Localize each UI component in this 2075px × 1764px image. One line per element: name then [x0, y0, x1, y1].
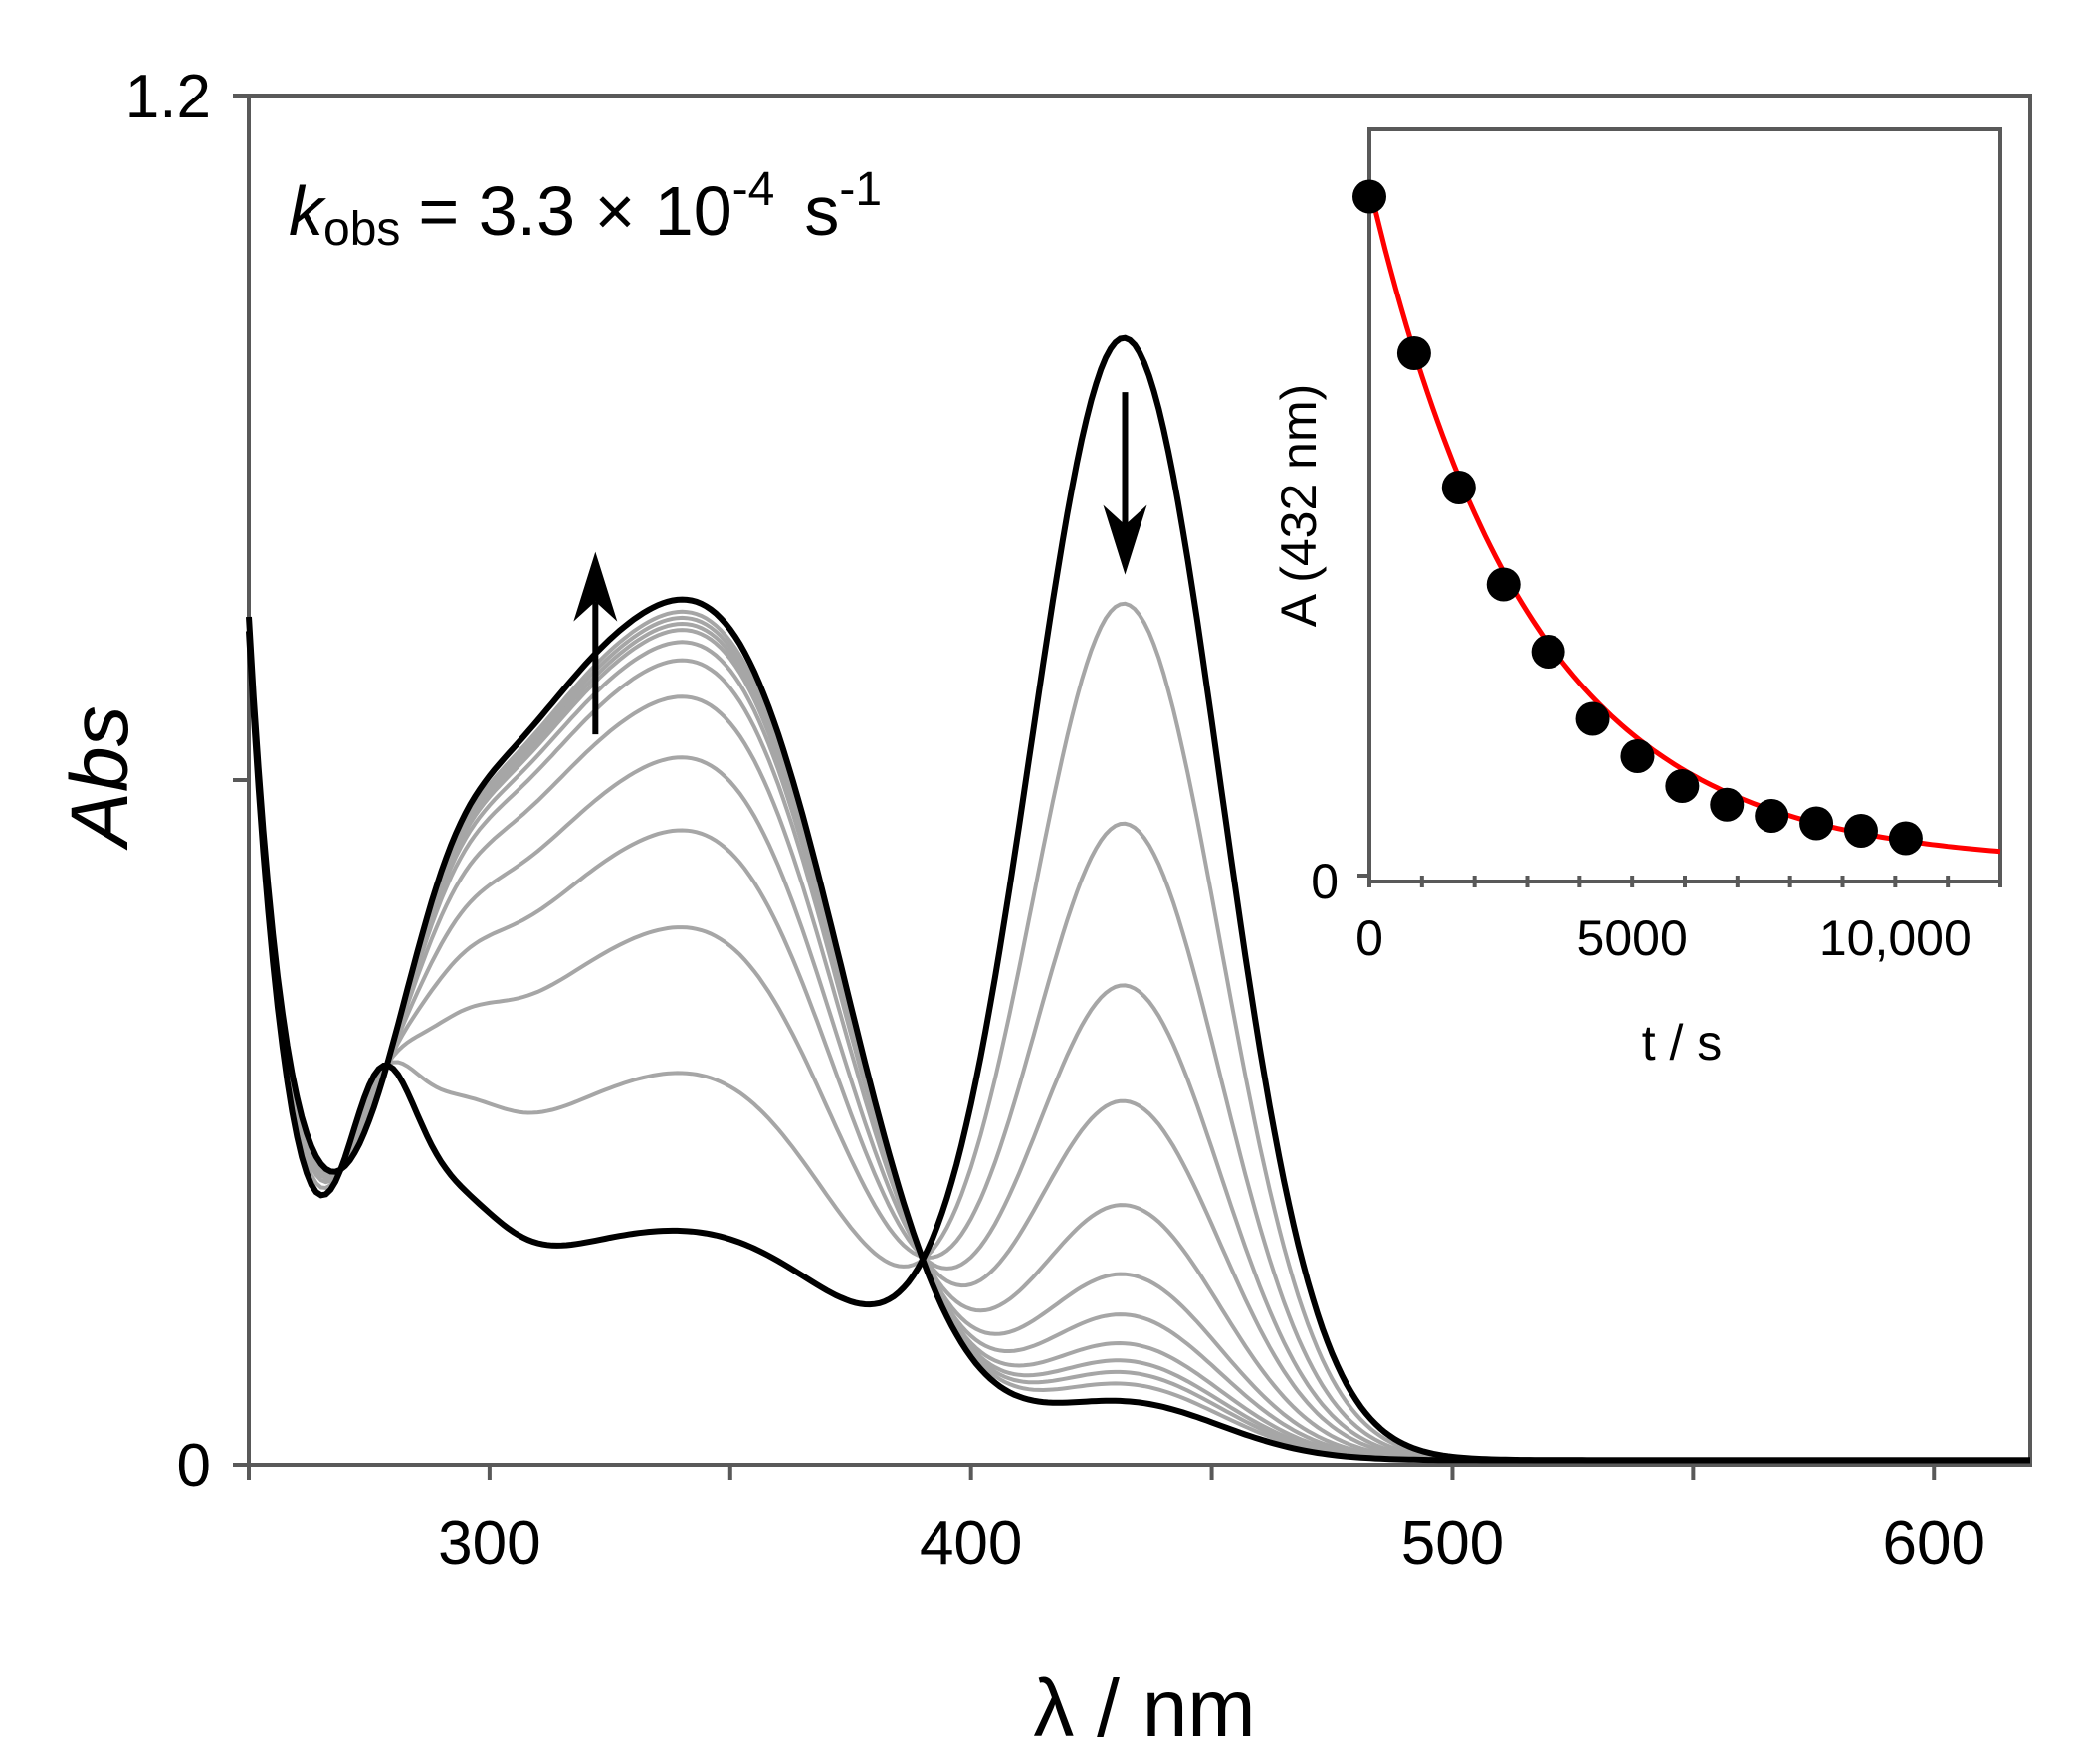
x-tick-label-300: 300 — [438, 1509, 540, 1578]
x-tick-label-400: 400 — [920, 1509, 1022, 1578]
main-x-ticks: 300 400 500 600 — [247, 1465, 1985, 1578]
inset-y-tick-label-0: 0 — [1311, 854, 1339, 909]
inset-plot: 0 5000 10,000 0 t / s A (432 nm) — [1271, 127, 2002, 1071]
k-value: = 3.3 × 10 — [418, 172, 731, 250]
k-exponent: -4 — [732, 163, 775, 216]
inset-point — [1575, 701, 1610, 736]
inset-point — [1755, 799, 1789, 833]
x-tick-label-500: 500 — [1401, 1509, 1504, 1578]
inset-point — [1531, 635, 1565, 669]
inset-x-tick-label-0: 0 — [1355, 910, 1383, 966]
x-axis-title: λ / nm — [1033, 1664, 1255, 1754]
inset-point — [1486, 567, 1521, 602]
inset-point — [1843, 814, 1878, 848]
main-plot: 300 400 500 600 0 1.2 λ / nm Abs kobs = 3.3 … — [55, 63, 2032, 1754]
inset-plot-frame — [1367, 127, 2002, 883]
k-unit-exponent: -1 — [839, 163, 882, 216]
inset-x-tick-label-5000: 5000 — [1577, 910, 1688, 966]
inset-point — [1888, 821, 1923, 856]
k-unit: s — [804, 172, 839, 250]
inset-point — [1441, 471, 1476, 504]
inset-point — [1620, 739, 1655, 773]
inset-point — [1352, 179, 1386, 214]
y-tick-label-1.2: 1.2 — [125, 63, 211, 131]
inset-point — [1710, 787, 1745, 822]
inset-x-axis-title: t / s — [1642, 1015, 1723, 1071]
inset-point — [1396, 336, 1431, 370]
arrow-down — [1103, 392, 1147, 575]
arrow-up — [573, 551, 618, 735]
inset-point — [1665, 769, 1700, 803]
x-tick-label-600: 600 — [1883, 1509, 1985, 1578]
inset-x-ticks: 0 5000 10,000 — [1355, 874, 2002, 966]
k-subscript: obs — [323, 203, 400, 256]
trend-arrows — [573, 392, 1147, 735]
inset-y-axis-title: A (432 nm) — [1271, 384, 1327, 628]
inset-x-tick-label-10000: 10,000 — [1819, 910, 1971, 966]
inset-data-points — [1352, 179, 1923, 856]
y-axis-title: Abs — [55, 705, 145, 851]
main-y-ticks: 0 1.2 — [125, 63, 249, 1500]
rate-constant-annotation: kobs = 3.3 × 10-4 s-1 — [289, 163, 882, 256]
k-symbol: k — [289, 172, 326, 250]
spectrum-final — [246, 596, 2030, 1464]
spectra-series — [246, 334, 2030, 1464]
y-tick-label-0: 0 — [177, 1432, 211, 1500]
inset-point — [1799, 806, 1834, 841]
